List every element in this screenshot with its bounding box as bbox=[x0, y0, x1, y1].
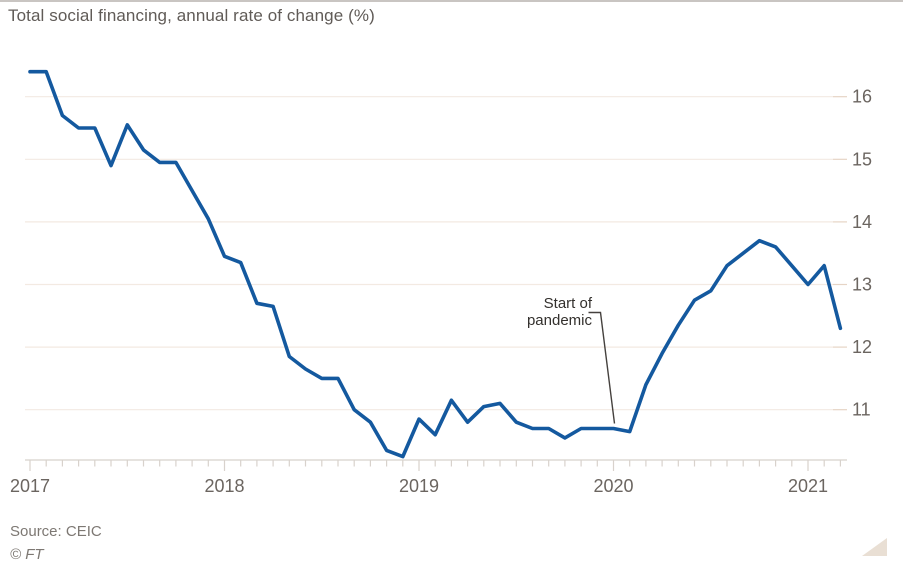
x-tick-label: 2020 bbox=[593, 476, 633, 496]
annotation-line-2: pandemic bbox=[526, 312, 592, 329]
y-tick-label: 11 bbox=[852, 400, 871, 420]
x-tick-label: 2019 bbox=[399, 476, 439, 496]
y-tick-label: 16 bbox=[852, 87, 872, 107]
chart-title: Total social financing, annual rate of c… bbox=[8, 6, 375, 25]
y-tick-label: 14 bbox=[852, 212, 872, 232]
x-tick-label: 2021 bbox=[788, 476, 828, 496]
resize-handle-icon[interactable] bbox=[862, 538, 887, 556]
series-line bbox=[28, 69, 843, 459]
x-tick-label: 2018 bbox=[204, 476, 244, 496]
annotation-start-of-pandemic: Start of pandemic bbox=[527, 295, 592, 329]
y-tick-label: 13 bbox=[852, 275, 872, 295]
annotation-line-1: Start of bbox=[543, 295, 592, 312]
source-label: Source: CEIC bbox=[10, 523, 102, 540]
annotation-connector bbox=[588, 311, 616, 424]
top-border bbox=[0, 0, 903, 2]
y-tick-label: 12 bbox=[852, 337, 872, 357]
y-tick-label: 15 bbox=[852, 149, 872, 169]
ft-copyright: © FT bbox=[10, 546, 44, 563]
x-tick-label: 2017 bbox=[10, 476, 50, 496]
